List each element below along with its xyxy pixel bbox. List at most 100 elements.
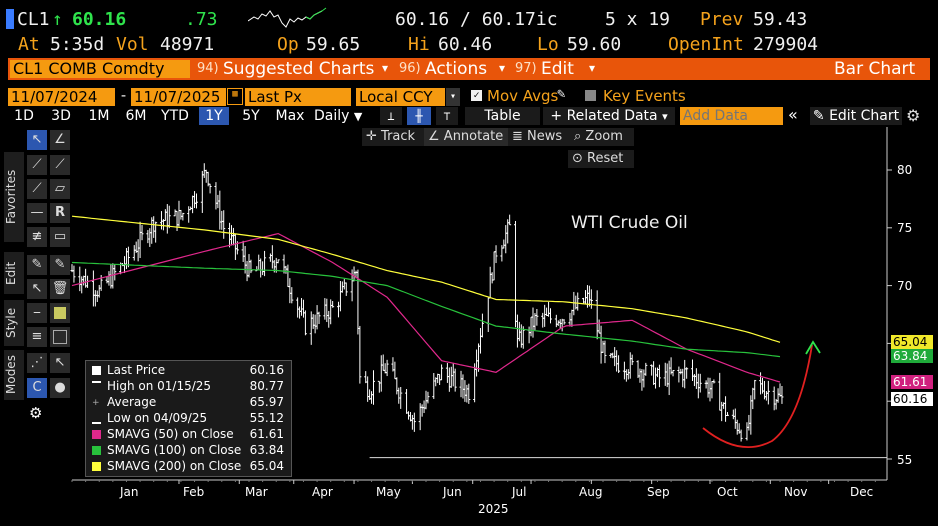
edit-chart-label: Edit Chart — [829, 108, 900, 124]
line-color-icon[interactable] — [50, 327, 70, 347]
bar-style-icon[interactable]: ⊥ — [380, 107, 402, 125]
menu-number: 97) — [515, 61, 537, 76]
ohlc-style-icon[interactable]: ╫ — [407, 107, 431, 125]
edit-chart-button[interactable]: ✎ Edit Chart — [810, 107, 902, 125]
brush-tool-icon[interactable]: ✎ — [27, 255, 47, 275]
start-date-field[interactable]: 11/07/2024 — [8, 88, 115, 106]
vol-value: 48971 — [160, 34, 215, 55]
zoom-icon: ⌕ — [574, 129, 582, 144]
range-1d[interactable]: 1D — [14, 108, 34, 124]
x-month-label: Jan — [120, 485, 139, 499]
brush-color-icon[interactable]: ✎ — [50, 255, 70, 275]
menu-actions[interactable]: 96) Actions ▾ — [397, 58, 517, 80]
news-button[interactable]: ≣ News — [508, 128, 570, 146]
fib-tool-icon[interactable]: ≢ — [27, 227, 47, 247]
hline-tool-icon[interactable]: — — [27, 203, 47, 223]
key-events-checkbox[interactable] — [585, 90, 596, 101]
indicator-style-icon[interactable]: ⊤ — [436, 107, 458, 125]
openint-value: 279904 — [753, 34, 819, 55]
fill-color-icon[interactable] — [50, 303, 70, 323]
pencil-icon[interactable]: ✎ — [557, 86, 566, 102]
table-button[interactable]: Table — [465, 107, 540, 125]
collapse-icon[interactable]: « — [788, 105, 798, 124]
x-month-label: Apr — [312, 485, 333, 499]
calendar-icon[interactable]: ▦ — [227, 88, 243, 105]
chart-annotation[interactable]: WTI Crude Oil — [571, 213, 688, 233]
gear-icon[interactable]: ⚙ — [906, 106, 921, 125]
line-style-icon[interactable]: ⎯ — [27, 303, 47, 323]
legend-row-average[interactable]: + Average 65.97 — [92, 395, 288, 411]
trash-icon[interactable]: 🗑 — [50, 279, 70, 299]
legend-row-smavg50[interactable]: SMAVG (50) on Close 61.61 — [92, 427, 288, 443]
reset-button[interactable]: ⊙ Reset — [568, 150, 634, 168]
ticker[interactable]: CL1 — [17, 9, 50, 30]
magnet-mode-icon[interactable]: C — [27, 378, 47, 398]
x-month-label: Mar — [245, 485, 268, 499]
legend-swatch — [92, 446, 101, 455]
bid-ask-size: 5 x 19 — [605, 9, 671, 30]
trend-tool-icon[interactable]: ⟋ — [27, 179, 47, 199]
annotate-button[interactable]: ∠ Annotate — [424, 128, 508, 146]
chart-type-title: Bar Chart — [834, 59, 916, 79]
line-weight-icon[interactable]: ≡ — [27, 327, 47, 347]
legend-value: 80.77 — [249, 379, 284, 393]
price-change: .73 — [185, 9, 218, 30]
channel-tool-icon[interactable]: ▱ — [50, 179, 70, 199]
currency-select[interactable]: Local CCY — [356, 88, 445, 106]
mov-avgs-checkbox[interactable]: ✓ — [471, 90, 482, 101]
y-tick-label: 55 — [897, 453, 913, 467]
annotate-icon: ∠ — [428, 129, 440, 144]
range-3d[interactable]: 3D — [51, 108, 71, 124]
mouse-mode-icon[interactable]: ↖ — [50, 353, 70, 373]
legend-row-smavg200[interactable]: SMAVG (200) on Close 65.04 — [92, 459, 288, 475]
legend-value: 60.16 — [249, 363, 284, 377]
rect-tool-icon[interactable]: ▭ — [50, 227, 70, 247]
range-1m[interactable]: 1M — [88, 108, 110, 124]
menu-number: 94) — [197, 61, 219, 76]
legend-row-last-price[interactable]: Last Price 60.16 — [92, 363, 288, 379]
legend-row-high[interactable]: High on 01/15/25 80.77 — [92, 379, 288, 395]
menu-edit[interactable]: 97) Edit ▾ — [513, 58, 608, 80]
select-tool-icon[interactable]: ↖ — [27, 279, 47, 299]
crosshair-icon: ✛ — [366, 129, 377, 144]
range-ytd[interactable]: YTD — [161, 108, 189, 124]
related-data-button[interactable]: + Related Data ▾ — [543, 107, 675, 125]
range-1y[interactable]: 1Y — [199, 107, 229, 125]
legend-swatch — [92, 366, 101, 375]
line-tool-icon[interactable]: ⟋ — [27, 155, 47, 175]
period-label: Daily — [314, 108, 350, 124]
legend-row-low[interactable]: Low on 04/09/25 55.12 — [92, 411, 288, 427]
security-field[interactable] — [10, 60, 190, 78]
track-button[interactable]: ✛ Track — [362, 128, 426, 146]
prev-label: Prev — [700, 9, 744, 30]
reset-icon: ⊙ — [572, 151, 583, 166]
range-6m[interactable]: 6M — [125, 108, 147, 124]
crosshair-mode-icon[interactable]: ⋰ — [27, 353, 47, 373]
period-select[interactable]: Daily ▼ — [314, 107, 372, 125]
currency-dropdown-icon[interactable]: ▾ — [446, 88, 460, 106]
palette-icon[interactable]: ● — [50, 378, 70, 398]
field-select[interactable]: Last Px — [245, 88, 351, 106]
legend-label: Last Price — [107, 363, 166, 377]
legend-row-smavg100[interactable]: SMAVG (100) on Close 63.84 — [92, 443, 288, 459]
range-max[interactable]: Max — [275, 108, 305, 124]
text-tool-icon[interactable]: R — [50, 203, 70, 223]
x-month-label: Aug — [579, 485, 603, 499]
menu-suggested-charts[interactable]: 94) Suggested Charts ▾ — [195, 58, 395, 80]
smavg100-line — [71, 261, 781, 358]
range-5y[interactable]: 5Y — [242, 108, 260, 124]
chart-legend[interactable]: Last Price 60.16 High on 01/15/25 80.77 + A… — [85, 360, 292, 477]
zoom-button[interactable]: ⌕ Zoom — [570, 128, 634, 146]
settings-gear-icon[interactable]: ⚙ — [29, 404, 43, 422]
last-price: 60.16 — [72, 9, 127, 30]
end-date-field[interactable]: 11/07/2025 — [131, 88, 226, 106]
annotate-tool-icon[interactable]: ∠ — [50, 130, 70, 150]
openint-label: OpenInt — [668, 34, 744, 55]
legend-label: SMAVG (200) on Close — [107, 459, 242, 473]
legend-swatch — [92, 430, 101, 439]
cursor-icon[interactable]: ↖ — [27, 130, 47, 150]
add-data-input[interactable] — [680, 107, 783, 125]
x-month-label: Dec — [850, 485, 874, 499]
ray-tool-icon[interactable]: ⟋ — [50, 155, 70, 175]
